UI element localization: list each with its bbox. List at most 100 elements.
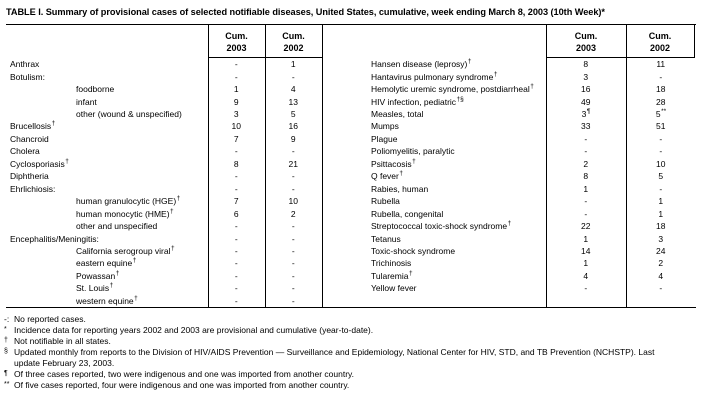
disease-name: Rubella bbox=[371, 196, 400, 207]
cum-2002-value: 10 bbox=[656, 158, 666, 169]
disease-label: human monocytic (HME) † bbox=[6, 207, 208, 219]
disease-name: western equine bbox=[76, 295, 134, 306]
disease-label: Tularemia † bbox=[322, 270, 546, 282]
table-row: Brucellosis † 10 16 bbox=[6, 120, 322, 132]
notifiable-diseases-table: Cum. 2003 Cum. 2002 Cum. 2003 Cum. 2002 … bbox=[6, 24, 696, 308]
cum-2003-value: 8 bbox=[233, 158, 239, 169]
cum-2002-value: 28 bbox=[656, 96, 666, 107]
cum-2003-value: 10 bbox=[231, 121, 241, 132]
disease-name: Cyclosporiasis bbox=[10, 158, 65, 169]
disease-label: Chancroid bbox=[6, 133, 208, 145]
disease-label: Yellow fever bbox=[322, 282, 546, 294]
col-header-line: 2002 bbox=[649, 43, 671, 53]
cum-2003-value: - bbox=[584, 196, 588, 207]
col-header-line: Cum. bbox=[574, 30, 598, 41]
table-row: Rabies, human 1 - bbox=[322, 183, 696, 195]
cum-2003-value: 16 bbox=[581, 84, 591, 95]
cum-2003-value: 9 bbox=[233, 96, 239, 107]
disease-name: Rubella, congenital bbox=[371, 208, 444, 219]
cum-2003-value: 3 bbox=[583, 71, 589, 82]
footnote-text: Incidence data for reporting years 2002 … bbox=[14, 325, 374, 335]
disease-name: Toxic-shock syndrome bbox=[371, 246, 456, 257]
disease-name: Hemolytic uremic syndrome, postdiarrheal bbox=[371, 84, 530, 95]
cum-2002-value: - bbox=[291, 283, 295, 294]
cum-2002-value: - bbox=[659, 283, 663, 294]
column-divider bbox=[546, 25, 547, 307]
col-header-line: Cum. bbox=[282, 30, 305, 41]
cum-2002-value: - bbox=[291, 146, 295, 157]
footnote-reference: † bbox=[132, 257, 137, 265]
disease-label: other and unspecified bbox=[6, 220, 208, 232]
disease-name: Tetanus bbox=[371, 233, 401, 244]
disease-name: human monocytic (HME) bbox=[76, 208, 170, 219]
table-row: Hansen disease (leprosy) † 8 11 bbox=[322, 58, 696, 70]
table-row: Toxic-shock syndrome 14 24 bbox=[322, 245, 696, 257]
table-row: Trichinosis 1 2 bbox=[322, 257, 696, 269]
cum-2002-value: 1 bbox=[658, 196, 664, 207]
footnote-text: Of five cases reported, four were indige… bbox=[14, 380, 350, 390]
disease-label: Botulism: bbox=[6, 70, 208, 82]
cum-2002-value: - bbox=[291, 171, 295, 182]
disease-name: Hansen disease (leprosy) bbox=[371, 59, 468, 70]
cum-2002-value: 10 bbox=[288, 196, 298, 207]
table-row: St. Louis † - - bbox=[6, 282, 322, 294]
cum-2003-value: - bbox=[234, 258, 238, 269]
cum-2002-value: - bbox=[291, 233, 295, 244]
table-row: Rubella, congenital - 1 bbox=[322, 207, 696, 219]
table-row bbox=[322, 295, 696, 307]
footnote-reference: † bbox=[65, 157, 69, 165]
table-row: western equine † - - bbox=[6, 295, 322, 307]
table-row: HIV infection, pediatric †§ 49 28 bbox=[322, 95, 696, 107]
disease-name: Measles, total bbox=[371, 109, 424, 120]
disease-name: infant bbox=[76, 96, 97, 107]
table-row: Psittacosis † 2 10 bbox=[322, 158, 696, 170]
disease-name: Trichinosis bbox=[371, 258, 412, 269]
cum-2002-value: 11 bbox=[656, 59, 666, 70]
disease-name: St. Louis bbox=[76, 283, 110, 294]
cum-2002-value: - bbox=[291, 183, 295, 194]
disease-label: Measles, total bbox=[322, 108, 546, 120]
disease-label: Brucellosis † bbox=[6, 120, 208, 132]
disease-label: Rubella bbox=[322, 195, 546, 207]
table-left-half: Anthrax - 1 Botulism: - - foodborne 1 4 … bbox=[6, 58, 322, 307]
footnote-reference: † bbox=[134, 294, 138, 302]
cum-2003-value: - bbox=[234, 59, 238, 70]
cum-2003-value: - bbox=[584, 146, 588, 157]
table-row: other (wound & unspecified) 3 5 bbox=[6, 108, 322, 120]
footnote-reference: † bbox=[467, 58, 472, 66]
disease-label: Diphtheria bbox=[6, 170, 208, 182]
cum-2003-value: 7 bbox=[233, 196, 239, 207]
disease-name: Hantavirus pulmonary syndrome bbox=[371, 71, 494, 82]
footnote-text: Not notifiable in all states. bbox=[14, 336, 111, 346]
cum-2002-value: - bbox=[291, 71, 295, 82]
disease-label: eastern equine † bbox=[6, 257, 208, 269]
disease-name: Q fever bbox=[371, 171, 399, 182]
disease-label: Poliomyelitis, paralytic bbox=[322, 145, 546, 157]
col-header-line: 2002 bbox=[283, 43, 304, 53]
footnote-reference: † bbox=[412, 157, 416, 165]
disease-name: Rabies, human bbox=[371, 183, 429, 194]
cum-2003-value: - bbox=[234, 146, 238, 157]
cum-2003-value: 1 bbox=[583, 183, 589, 194]
table-row: Diphtheria - - bbox=[6, 170, 322, 182]
disease-name: Powassan bbox=[76, 270, 116, 281]
table-row: Hantavirus pulmonary syndrome † 3 - bbox=[322, 70, 696, 82]
footnote-marker: ¶ bbox=[4, 369, 8, 377]
cum-2003-value: 1 bbox=[583, 258, 589, 269]
cum-2003-value bbox=[546, 295, 626, 307]
footnote-reference: † bbox=[399, 170, 403, 178]
table-row: Botulism: - - bbox=[6, 70, 322, 82]
cum-2002-value: 1 bbox=[658, 208, 664, 219]
table-row: Encephalitis/Meningitis: - - bbox=[6, 232, 322, 244]
disease-label: Q fever † bbox=[322, 170, 546, 182]
footnote-reference: † bbox=[109, 282, 114, 290]
disease-name: California serogroup viral bbox=[76, 246, 171, 257]
disease-name: Plague bbox=[371, 133, 398, 144]
column-divider bbox=[265, 25, 266, 307]
col-header-cum-2003-right: Cum. 2003 bbox=[546, 25, 626, 57]
col-header-line: Cum. bbox=[225, 30, 248, 41]
cum-2003-value: - bbox=[584, 283, 588, 294]
cum-2003-value: 49 bbox=[581, 96, 591, 107]
disease-label: Toxic-shock syndrome bbox=[322, 245, 546, 257]
